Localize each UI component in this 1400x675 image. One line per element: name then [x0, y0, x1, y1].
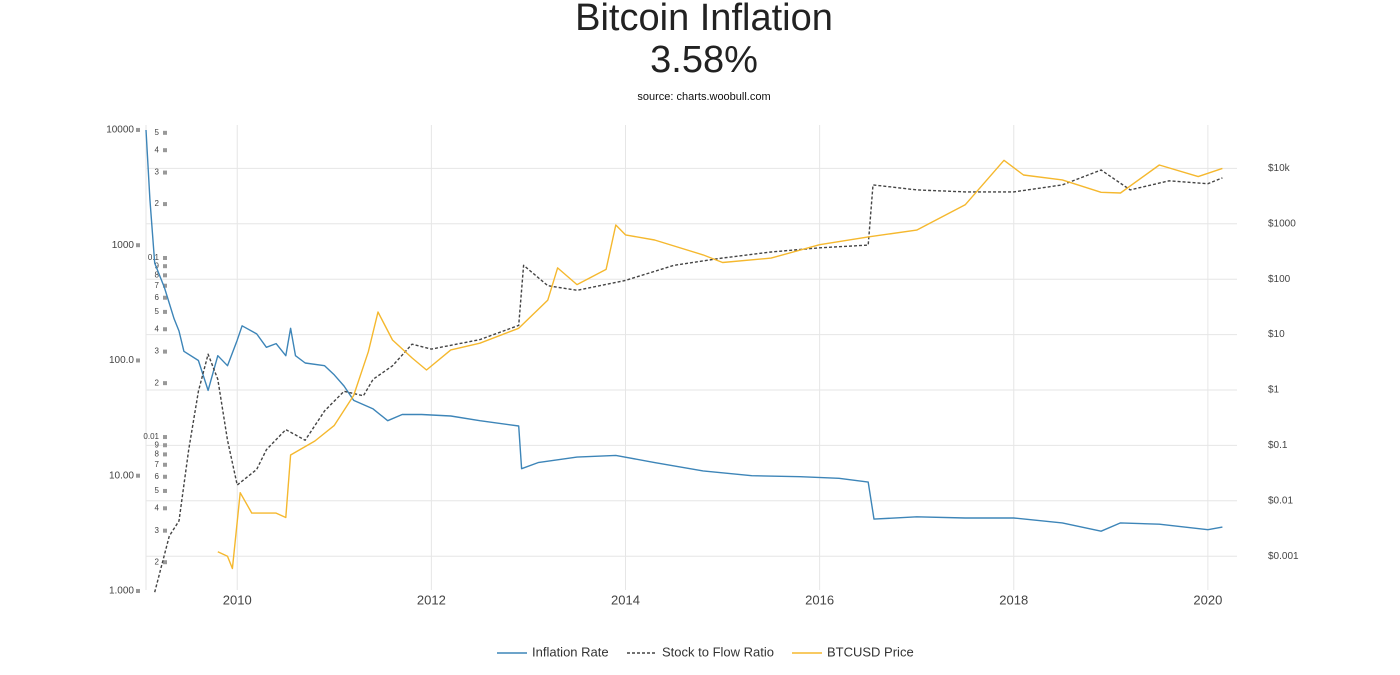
y3-tick-mark: [163, 528, 167, 533]
y-tick-label: 100.0: [109, 355, 134, 366]
y3-tick-mark: [163, 148, 167, 153]
y-tick-label: 1000: [112, 240, 135, 251]
y3-tick-mark: [163, 283, 167, 288]
y3-tick-mark: [163, 264, 167, 269]
x-tick-label: 2010: [223, 592, 252, 607]
y3-tick-mark: [163, 474, 167, 479]
y-tick-mark: [136, 588, 140, 593]
y3-tick-mark: [163, 462, 167, 467]
y3-tick-mark: [163, 327, 167, 332]
y3-tick-mark: [163, 443, 167, 448]
y3-tick-label: 8: [155, 450, 160, 459]
y3-tick-label: 4: [155, 503, 160, 512]
y3-tick-label: 5: [155, 486, 160, 495]
y2-tick-label: $10k: [1268, 163, 1291, 174]
y3-tick-label: 3: [155, 347, 160, 356]
y3-tick-label: 7: [155, 281, 160, 290]
x-tick-label: 2020: [1193, 592, 1222, 607]
chart-title: Bitcoin Inflation: [575, 0, 833, 39]
y3-tick-label: 9: [155, 261, 160, 270]
y3-tick-mark: [163, 381, 167, 386]
y2-tick-label: $0.01: [1268, 495, 1293, 506]
y-tick-mark: [136, 127, 140, 132]
legend-label: Stock to Flow Ratio: [662, 644, 774, 659]
y3-tick-mark: [163, 435, 167, 440]
y3-tick-label: 5: [155, 307, 160, 316]
y3-tick-label: 4: [155, 324, 160, 333]
y3-tick-mark: [163, 349, 167, 354]
chart-subtitle: 3.58%: [650, 39, 758, 81]
y3-tick-label: 0.01: [143, 432, 159, 441]
series-line: [154, 169, 1223, 593]
y3-tick-label: 2: [155, 199, 160, 208]
x-tick-label: 2016: [805, 592, 834, 607]
y2-tick-label: $10: [1268, 329, 1285, 340]
x-tick-label: 2018: [999, 592, 1028, 607]
y3-tick-mark: [163, 452, 167, 457]
y3-tick-mark: [163, 255, 167, 260]
y3-tick-mark: [163, 295, 167, 300]
series-line: [145, 129, 1223, 532]
y3-tick-label: 8: [155, 270, 160, 279]
legend-label: BTCUSD Price: [827, 644, 914, 659]
y3-tick-mark: [163, 506, 167, 511]
y3-tick-label: 2: [155, 557, 160, 566]
x-tick-label: 2014: [611, 592, 640, 607]
y3-tick-mark: [163, 202, 167, 207]
y2-tick-label: $1000: [1268, 218, 1296, 229]
series-line: [217, 159, 1223, 570]
y3-tick-mark: [163, 488, 167, 493]
y-tick-mark: [136, 243, 140, 248]
y3-tick-mark: [163, 309, 167, 314]
y2-tick-label: $100: [1268, 274, 1291, 285]
y3-tick-label: 5: [155, 128, 160, 137]
source-note: source: charts.woobull.com: [637, 91, 770, 103]
y3-tick-label: 4: [155, 145, 160, 154]
y2-tick-label: $0.1: [1268, 440, 1288, 451]
y3-tick-label: 3: [155, 168, 160, 177]
y3-tick-label: 2: [155, 378, 160, 387]
y3-tick-label: 6: [155, 293, 160, 302]
y-tick-mark: [136, 358, 140, 363]
y3-tick-mark: [163, 130, 167, 135]
y3-tick-mark: [163, 560, 167, 565]
x-tick-label: 2012: [417, 592, 446, 607]
y3-tick-label: 7: [155, 460, 160, 469]
y2-tick-label: $1: [1268, 385, 1280, 396]
legend-label: Inflation Rate: [532, 644, 609, 659]
y3-tick-label: 3: [155, 526, 160, 535]
y3-tick-label: 6: [155, 472, 160, 481]
y3-tick-mark: [163, 170, 167, 175]
y-tick-mark: [136, 473, 140, 478]
y-tick-label: 10.00: [109, 470, 134, 481]
y-tick-label: 10000: [106, 125, 134, 136]
y3-tick-mark: [163, 273, 167, 278]
y2-tick-label: $0.001: [1268, 551, 1299, 562]
y-tick-label: 1.000: [109, 586, 134, 597]
y3-tick-label: 9: [155, 440, 160, 449]
